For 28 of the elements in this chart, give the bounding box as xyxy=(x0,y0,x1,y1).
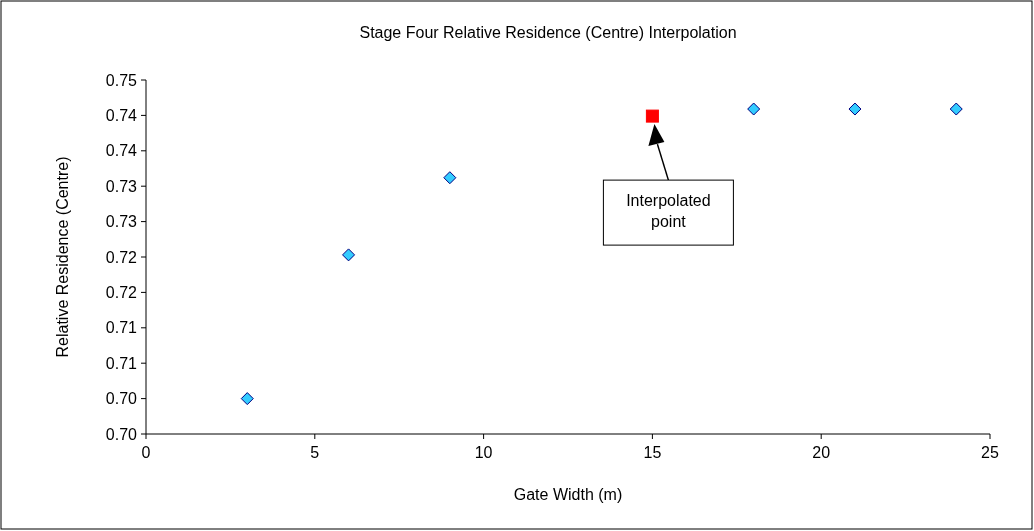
y-tick-label: 0.73 xyxy=(105,213,138,231)
x-tick-label: 0 xyxy=(141,444,151,461)
point xyxy=(645,109,659,123)
point xyxy=(747,102,761,116)
annotation: Interpolated point xyxy=(626,192,711,230)
x-tick-label: 20 xyxy=(812,444,831,461)
y-tick-label: 0.73 xyxy=(105,177,138,195)
y-tick-label: 0.74 xyxy=(105,107,138,124)
y-tick-label: 0.72 xyxy=(105,248,138,266)
y-tick-label: 0.74 xyxy=(105,142,138,160)
point xyxy=(342,248,356,262)
chart-title: Stage Four Relative Residence (Centre) Interpolation xyxy=(359,24,737,41)
point xyxy=(949,102,963,116)
y-axis-title: Relative Residence (Centre) xyxy=(54,156,71,358)
x-tick-label: 5 xyxy=(310,444,320,461)
y-tick-label: 0.75 xyxy=(105,71,138,89)
point xyxy=(848,102,862,116)
x-tick-label: 10 xyxy=(474,444,493,461)
y-tick-label: 0.71 xyxy=(105,319,138,337)
y-tick-label: 0.70 xyxy=(105,390,138,408)
x-tick-label: 15 xyxy=(643,444,662,461)
y-tick-label: 0.72 xyxy=(105,284,138,301)
y-tick-label: 0.70 xyxy=(105,425,138,443)
x-tick-label: 25 xyxy=(981,444,999,461)
y-tick-label: 0.71 xyxy=(105,354,138,372)
point xyxy=(443,171,457,185)
x-axis-title: Gate Width (m) xyxy=(513,486,623,503)
point xyxy=(240,392,254,406)
